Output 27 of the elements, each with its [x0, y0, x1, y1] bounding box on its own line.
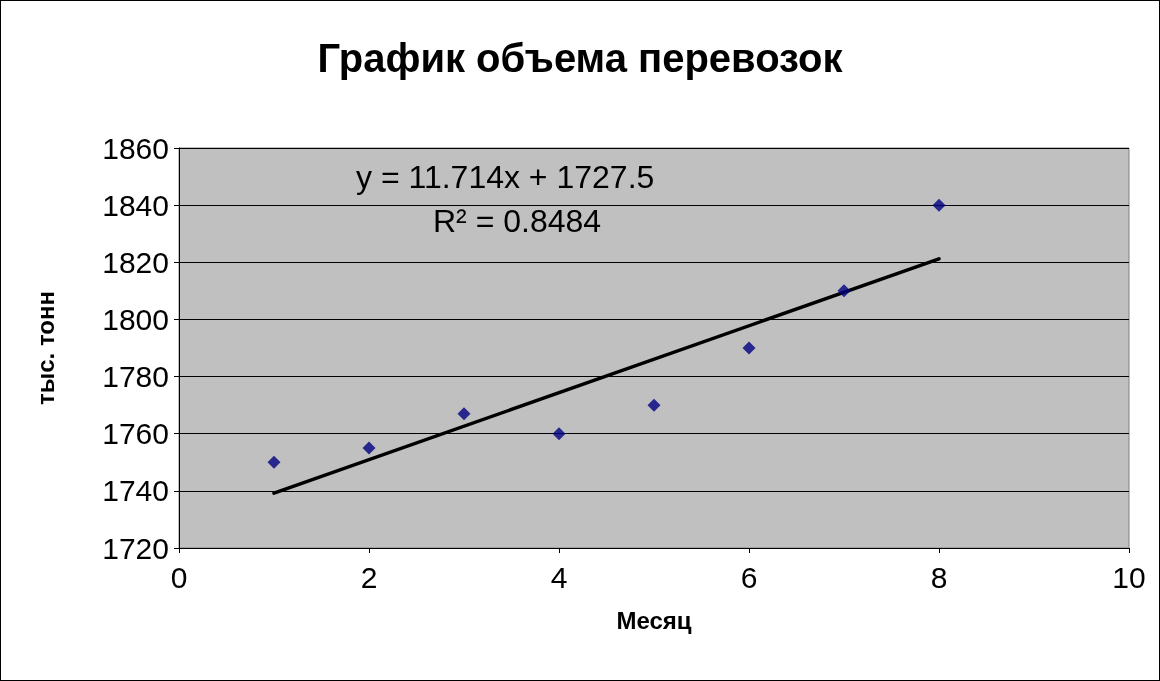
- x-axis-title: Месяц: [616, 606, 692, 634]
- y-tick-label: 1720: [102, 531, 169, 565]
- y-tick-label: 1840: [102, 188, 169, 222]
- y-tick-label: 1860: [102, 131, 169, 165]
- point: [362, 441, 376, 455]
- annotation: y = 11.714x + 1727.5: [356, 159, 655, 195]
- x-tick-label: 10: [1112, 560, 1146, 594]
- x-tick-label: 2: [360, 560, 378, 594]
- point: [837, 284, 851, 298]
- y-tick-label: 1780: [102, 360, 169, 394]
- point: [457, 407, 471, 421]
- point: [267, 455, 281, 469]
- point: [932, 198, 946, 212]
- annotation: R² = 0.8484: [433, 203, 602, 239]
- point: [647, 398, 661, 412]
- y-tick-label: 1800: [102, 302, 169, 336]
- x-tick-label: 4: [550, 560, 568, 594]
- y-tick-label: 1760: [102, 417, 169, 451]
- y-tick-label: 1740: [102, 474, 169, 508]
- chart-title: График объема перевозок: [317, 36, 844, 80]
- point: [742, 341, 756, 355]
- y-tick-label: 1820: [102, 245, 169, 279]
- x-tick-label: 8: [930, 560, 948, 594]
- point: [552, 427, 566, 441]
- x-tick-label: 6: [740, 560, 758, 594]
- y-axis-title: тыс. тонн: [31, 290, 59, 406]
- x-tick-label: 0: [170, 560, 188, 594]
